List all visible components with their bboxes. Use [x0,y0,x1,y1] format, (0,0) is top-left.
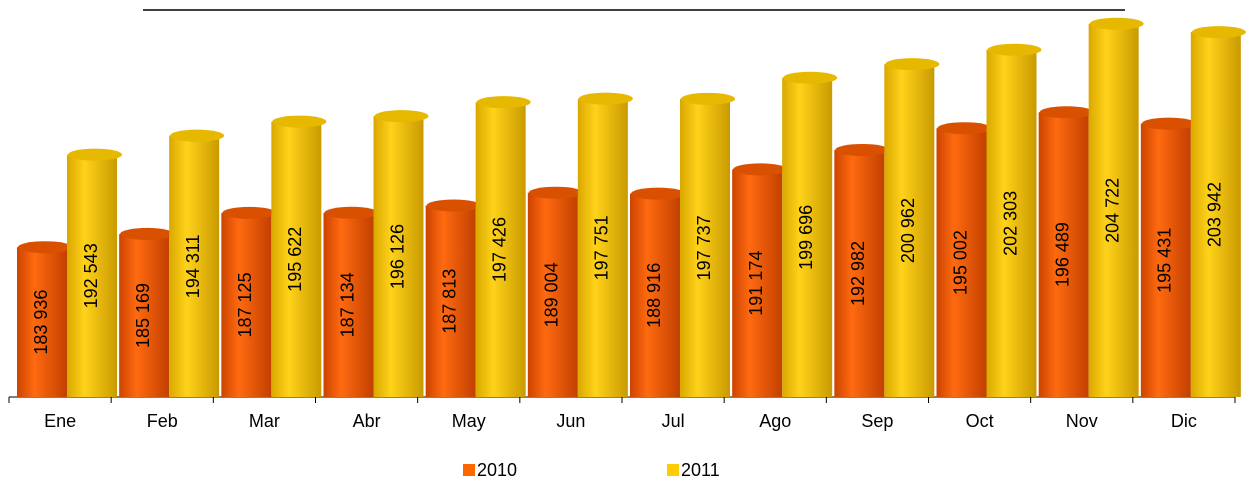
data-label: 183 936 [31,290,51,355]
data-label: 200 962 [898,198,918,263]
data-label: 197 751 [592,215,612,280]
bar-top [426,199,481,212]
data-label: 203 942 [1205,182,1225,247]
bar-top [885,58,940,71]
bar-top [987,43,1042,56]
data-label: 187 134 [337,272,357,337]
x-tick-label: Ene [44,411,76,431]
bar-top [18,241,72,254]
x-tick-label: Jul [662,411,685,431]
x-tick-label: Jun [556,411,585,431]
x-tick-label: Sep [861,411,893,431]
data-label: 196 126 [387,224,407,289]
x-tick-label: Oct [966,411,994,431]
x-tick-label: Dic [1171,411,1197,431]
bar [782,77,833,397]
bar-top [222,206,277,219]
data-label: 204 722 [1102,178,1122,243]
data-label: 197 737 [694,215,714,280]
legend-label: 2010 [477,460,517,480]
data-label: 195 002 [950,230,970,295]
bar-top [1039,106,1094,119]
data-label: 189 004 [542,262,562,327]
bar [936,128,987,397]
data-label: 196 489 [1052,222,1072,287]
bar [425,205,476,397]
bar-top [835,143,890,156]
bar-top [120,227,175,240]
bar-top [528,186,583,199]
bar [986,49,1037,398]
bar [169,135,220,398]
bar [271,121,322,397]
bar [373,116,424,397]
bar [1190,32,1241,397]
data-label: 191 174 [746,251,766,316]
data-label: 199 696 [796,205,816,270]
bar [884,64,935,397]
bar [732,169,783,397]
bar [221,212,272,397]
data-label: 187 125 [235,272,255,337]
data-label: 195 622 [285,227,305,292]
bar-top [631,187,685,200]
bar-top [324,206,379,219]
bar [475,102,526,397]
x-tick-label: Nov [1066,411,1098,431]
legend-swatch [463,464,475,476]
bar-top [1089,17,1144,30]
bar-top [68,148,122,161]
bar-top [272,115,327,128]
bar-top [733,163,788,176]
bar-top [578,92,633,105]
x-tick-label: May [452,411,486,431]
x-tick-label: Mar [249,411,280,431]
data-label: 194 311 [183,234,203,298]
bar [67,154,117,397]
bar-top [374,110,429,123]
data-label: 192 543 [81,243,101,308]
bar [119,233,170,397]
data-label: 197 426 [489,217,509,282]
bar [630,193,680,397]
bar [1088,23,1139,398]
bar [1140,123,1191,397]
legend-swatch [667,464,679,476]
x-tick-label: Abr [353,411,381,431]
bar-top [681,92,735,105]
legend-label: 2011 [681,460,720,480]
data-label: 187 813 [439,269,459,334]
bar-top [170,129,225,142]
data-label: 202 303 [1000,191,1020,256]
bar-top [1141,117,1196,130]
bar-top [476,96,531,109]
bar [577,98,628,397]
bar-top [937,122,992,135]
bar [17,247,67,397]
bar [680,98,730,398]
x-tick-label: Feb [147,411,178,431]
data-label: 188 916 [644,263,664,328]
bar [834,149,885,397]
bar [323,212,374,397]
data-label: 185 169 [133,283,153,348]
bar-top [783,71,838,84]
bar [1038,112,1089,397]
bar [527,192,578,397]
data-label: 192 982 [848,241,868,306]
x-tick-label: Ago [759,411,791,431]
data-label: 195 431 [1155,228,1175,293]
bar-top [1191,26,1246,39]
